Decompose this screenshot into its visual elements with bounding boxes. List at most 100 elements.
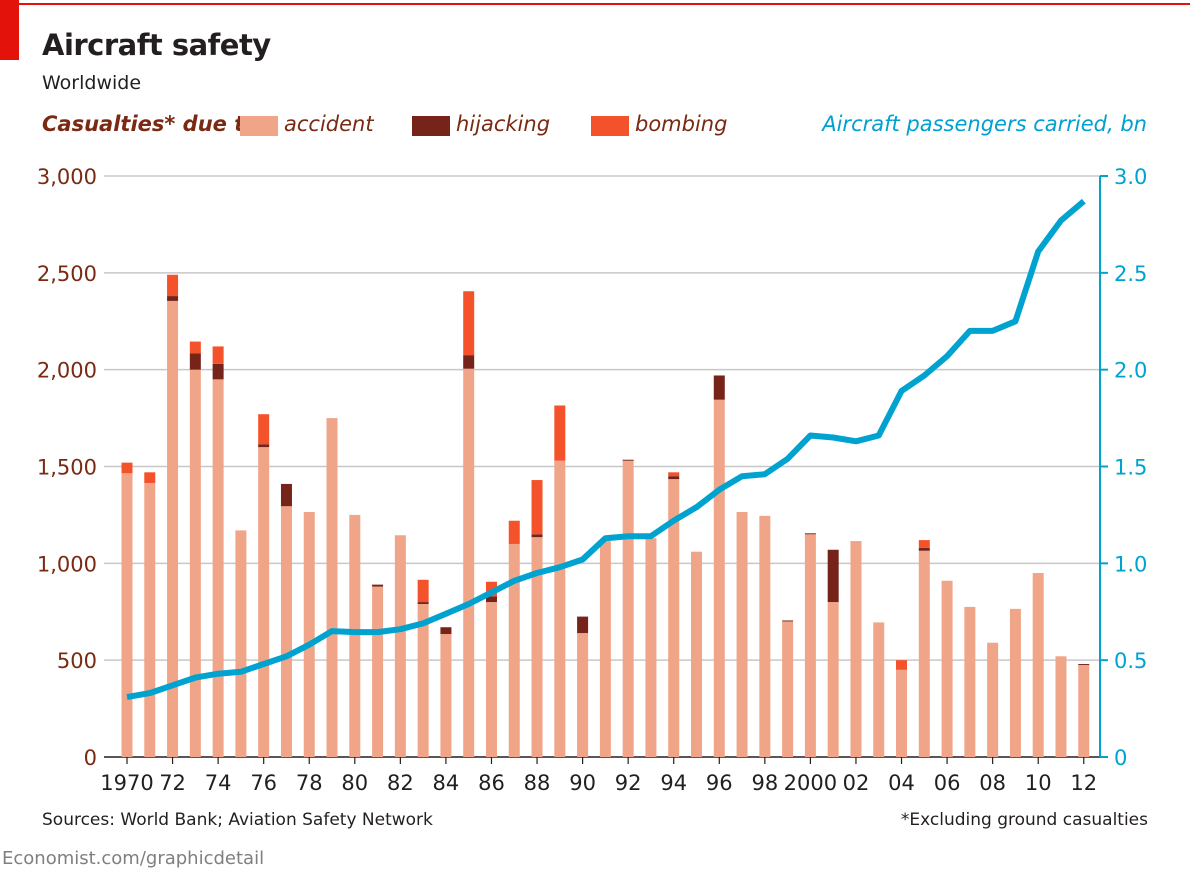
x-tick-label: 90 [569,771,596,795]
bar-accident [485,602,497,757]
x-tick-label: 80 [341,771,368,795]
bar-accident [349,514,361,757]
bar-accident [691,551,702,757]
bar-hijacking [417,602,429,605]
bar-accident [440,634,452,757]
bar-accident [827,602,839,757]
left-axis-tick-label: 2,500 [37,262,97,286]
left-axis-tick-label: 3,000 [37,165,97,189]
bar-bombing [531,480,543,535]
x-tick-label: 72 [159,771,186,795]
legend-label-bombing: bombing [635,112,728,136]
bar-accident [645,538,657,757]
bar-hijacking [1078,664,1090,666]
x-tick-label: 76 [250,771,277,795]
bar-accident [280,506,292,757]
bar-hijacking [189,353,201,370]
bar-bombing [508,520,520,544]
bar-accident [189,369,201,757]
bar-accident [987,642,999,757]
legend-label-accident: accident [284,112,374,136]
bar-accident [531,537,543,757]
bar-hijacking [577,616,589,634]
bar-hijacking [463,355,475,369]
bar-bombing [485,581,497,597]
bar-accident [599,541,611,757]
bar-accident [873,622,885,757]
bar-accident [417,604,429,757]
legend-swatch-hijacking [412,116,450,136]
x-tick-label: 92 [615,771,642,795]
bar-accident [303,512,315,757]
bar-hijacking [440,627,452,635]
right-axis-tick-label: 0 [1114,746,1127,770]
left-axis-tick-label: 1,000 [37,552,97,576]
right-axis-tick-label: 2.0 [1114,359,1147,383]
x-tick-label: 08 [979,771,1006,795]
x-tick-label: 84 [433,771,460,795]
bar-hijacking [782,620,794,622]
bar-hijacking [372,584,384,587]
bar-accident [1009,608,1021,757]
bar-accident [212,379,224,757]
right-axis-tick-label: 1.0 [1114,552,1147,576]
bar-accident [736,512,748,757]
chart-subtitle: Worldwide [42,72,142,94]
bar-accident [782,621,794,757]
bar-bombing [918,540,930,548]
bar-accident [850,541,862,757]
bar-hijacking [280,483,292,507]
bar-bombing [668,472,680,477]
x-tick-label: 96 [706,771,733,795]
bar-accident [235,530,247,757]
bar-hijacking [258,444,270,448]
legend-swatch-accident [240,116,278,136]
bar-accident [804,534,816,757]
bar-bombing [417,579,429,603]
right-axis-tick-label: 1.5 [1114,456,1147,480]
x-tick-label: 74 [205,771,232,795]
x-tick-label: 94 [660,771,687,795]
bar-accident [167,300,179,757]
x-tick-label: 88 [524,771,551,795]
bar-hijacking [212,363,224,380]
x-tick-label: 86 [478,771,505,795]
legend-lead: Casualties* due to: [42,112,268,136]
bar-hijacking [485,596,497,603]
bar-hijacking [713,375,725,400]
left-axis-tick-label: 500 [57,649,97,673]
x-tick-label: 82 [387,771,414,795]
bar-bombing [258,414,270,445]
bar-accident [622,460,634,757]
x-tick-label: 02 [843,771,870,795]
bar-hijacking [668,476,680,480]
bar-accident [896,669,908,757]
bar-accident [554,460,566,757]
chart-title: Aircraft safety [42,28,271,62]
bar-hijacking [804,533,816,535]
x-tick-label: 98 [751,771,778,795]
bar-hijacking [622,459,634,461]
bar-accident [463,368,475,757]
legend: Casualties* due to: accident hijacking b… [42,112,1162,142]
legend-label-hijacking: hijacking [456,112,551,136]
bar-accident [759,515,771,757]
legend-label-passengers: Aircraft passengers carried, bn [822,112,1147,136]
left-axis-tick-label: 0 [84,746,97,770]
bar-accident [372,586,384,757]
bar-accident [918,550,930,757]
bar-bombing [144,472,156,483]
brand-tab [0,0,19,60]
bar-bombing [212,346,224,364]
bar-hijacking [167,296,179,301]
bar-accident [577,633,589,757]
bar-accident [668,479,680,757]
bar-hijacking [918,547,930,551]
bar-bombing [189,341,201,354]
left-axis-tick-label: 2,000 [37,359,97,383]
right-axis-tick-label: 0.5 [1114,649,1147,673]
bar-accident [1078,665,1090,757]
bar-bombing [121,462,133,474]
bar-bombing [554,405,566,461]
